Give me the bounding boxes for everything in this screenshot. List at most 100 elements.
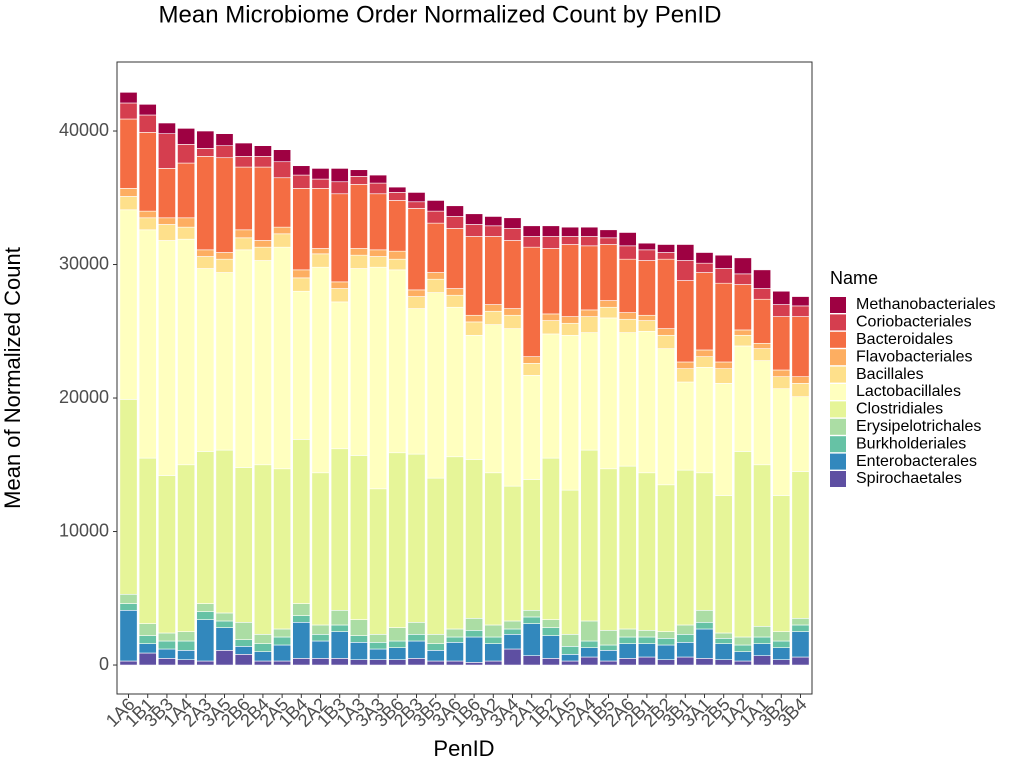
- bar-segment: [733, 644, 752, 652]
- bar-segment: [618, 258, 637, 313]
- legend-key: [830, 453, 846, 470]
- bar-segment: [503, 628, 522, 635]
- bar-segment: [676, 656, 695, 666]
- y-tick-label: 20000: [59, 387, 109, 407]
- bar-segment: [445, 205, 464, 217]
- bar-segment: [541, 627, 560, 636]
- bar-segment: [599, 300, 618, 308]
- y-tick-label: 0: [99, 654, 109, 674]
- bar-segment: [618, 312, 637, 320]
- bar-segment: [445, 216, 464, 229]
- bar-segment: [637, 314, 656, 321]
- bar-segment: [657, 659, 676, 666]
- bar-segment: [311, 472, 330, 626]
- bar-segment: [753, 643, 772, 656]
- bar-segment: [215, 252, 234, 260]
- bar-segment: [273, 644, 292, 662]
- bar-segment: [177, 650, 196, 660]
- bar-segment: [637, 472, 656, 631]
- bar-segment: [388, 269, 407, 454]
- bar-segment: [465, 618, 484, 631]
- bar-segment: [772, 495, 791, 632]
- bar-segment: [561, 489, 580, 635]
- bar-segment: [791, 618, 810, 626]
- bar-segment: [791, 383, 810, 397]
- bar-segment: [484, 236, 503, 305]
- bar-segment: [369, 249, 388, 257]
- y-tick-label: 30000: [59, 253, 109, 273]
- bar-segment: [657, 644, 676, 660]
- bar-segment: [330, 448, 349, 611]
- bar-segment: [503, 217, 522, 229]
- bar-segment: [657, 334, 676, 349]
- bar-segment: [253, 464, 272, 635]
- bar-segment: [388, 192, 407, 201]
- bar-segment: [445, 228, 464, 289]
- bar-segment: [637, 636, 656, 644]
- bar-segment: [465, 236, 484, 316]
- bar-segment: [503, 648, 522, 666]
- bar-segment: [177, 640, 196, 651]
- bar-segment: [426, 477, 445, 635]
- bar-segment: [791, 305, 810, 317]
- bar-segment: [772, 631, 791, 642]
- bar-segment: [177, 464, 196, 632]
- bar-segment: [791, 624, 810, 632]
- legend-key: [830, 297, 846, 313]
- bar-segment: [157, 240, 176, 476]
- bar-segment: [676, 469, 695, 626]
- bar-segment: [791, 396, 810, 472]
- bar-segment: [522, 479, 541, 611]
- bar-segment: [196, 148, 215, 157]
- bar-segment: [349, 659, 368, 666]
- bar-segment: [503, 485, 522, 622]
- bar-segment: [196, 603, 215, 612]
- bar-segment: [388, 640, 407, 648]
- bar-segment: [349, 642, 368, 660]
- bar-segment: [196, 451, 215, 604]
- bar-segment: [618, 636, 637, 644]
- bar-segment: [177, 226, 196, 240]
- bar-segment: [177, 631, 196, 642]
- bar-segment: [330, 281, 349, 289]
- bar-segment: [311, 253, 330, 268]
- bar-segment: [273, 246, 292, 470]
- legend-title: Name: [830, 268, 878, 288]
- bar-segment: [215, 272, 234, 451]
- bar-segment: [292, 603, 311, 616]
- bar-segment: [292, 174, 311, 189]
- bar-segment: [657, 328, 676, 336]
- bar-segment: [234, 639, 253, 647]
- bar-segment: [369, 256, 388, 268]
- bar-segment: [138, 210, 157, 219]
- bar-segment: [541, 225, 560, 237]
- bar-segment: [157, 224, 176, 241]
- bar-segment: [330, 288, 349, 303]
- legend-label: Clostridiales: [856, 401, 943, 418]
- bar-segment: [119, 196, 138, 211]
- bar-segment: [349, 169, 368, 177]
- bar-segment: [657, 258, 676, 329]
- bar-segment: [503, 308, 522, 316]
- bar-segment: [138, 217, 157, 231]
- bar-segment: [234, 467, 253, 623]
- bar-segment: [561, 236, 580, 245]
- bar-segment: [561, 334, 580, 491]
- bar-segment: [215, 612, 234, 622]
- bar-segment: [426, 278, 445, 293]
- bar-segment: [580, 316, 599, 333]
- bar-segment: [426, 200, 445, 212]
- bar-segment: [196, 156, 215, 251]
- bar-segment: [119, 660, 138, 666]
- bar-segment: [273, 226, 292, 235]
- bar-segment: [561, 244, 580, 317]
- bar-segment: [445, 660, 464, 666]
- bar-segment: [426, 272, 445, 280]
- bar-segment: [407, 296, 426, 309]
- bar-segment: [657, 348, 676, 486]
- bar-segment: [580, 309, 599, 317]
- legend-key: [830, 331, 846, 348]
- bar-segment: [484, 660, 503, 666]
